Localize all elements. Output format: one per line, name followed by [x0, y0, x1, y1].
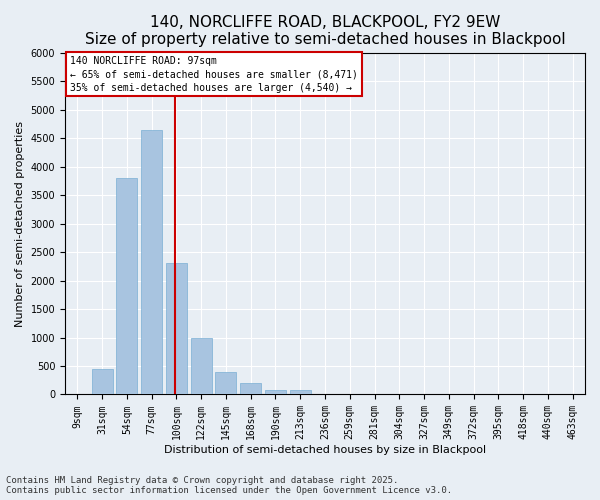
Bar	[116, 178, 137, 394]
Bar	[141, 130, 162, 394]
Bar	[265, 390, 286, 394]
Bar	[215, 372, 236, 394]
Bar	[166, 264, 187, 394]
X-axis label: Distribution of semi-detached houses by size in Blackpool: Distribution of semi-detached houses by …	[164, 445, 486, 455]
Y-axis label: Number of semi-detached properties: Number of semi-detached properties	[15, 120, 25, 326]
Bar	[240, 383, 261, 394]
Bar	[191, 338, 212, 394]
Bar	[290, 390, 311, 394]
Bar	[92, 369, 113, 394]
Title: 140, NORCLIFFE ROAD, BLACKPOOL, FY2 9EW
Size of property relative to semi-detach: 140, NORCLIFFE ROAD, BLACKPOOL, FY2 9EW …	[85, 15, 565, 48]
Text: Contains HM Land Registry data © Crown copyright and database right 2025.
Contai: Contains HM Land Registry data © Crown c…	[6, 476, 452, 495]
Text: 140 NORCLIFFE ROAD: 97sqm
← 65% of semi-detached houses are smaller (8,471)
35% : 140 NORCLIFFE ROAD: 97sqm ← 65% of semi-…	[70, 56, 358, 92]
